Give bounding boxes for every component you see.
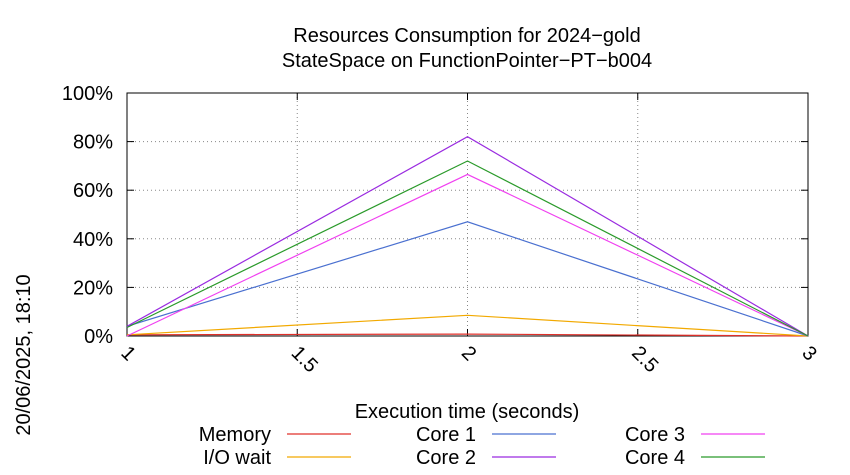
legend-label: Core 3 — [625, 424, 685, 446]
y-tick-label: 100% — [62, 83, 113, 105]
x-tick-label: 2.5 — [627, 342, 662, 377]
series-line-core-1 — [126, 221, 809, 337]
legend-label: Core 1 — [416, 424, 476, 446]
y-tick-label: 40% — [73, 229, 113, 251]
series-line-core-4 — [126, 160, 809, 337]
legend-label: I/O wait — [203, 447, 271, 469]
legend-label: Core 2 — [416, 447, 476, 469]
series-lines — [126, 136, 809, 337]
y-tick-label: 60% — [73, 180, 113, 202]
legend-label: Core 4 — [625, 447, 685, 469]
timestamp-label: 20/06/2025, 18:10 — [13, 274, 35, 435]
x-tick-label: 2 — [457, 342, 480, 365]
chart-title-line2: StateSpace on FunctionPointer−PT−b004 — [282, 50, 652, 72]
chart-title-line1: Resources Consumption for 2024−gold — [293, 25, 640, 47]
y-tick-label: 80% — [73, 132, 113, 154]
x-tick-label: 1 — [116, 342, 139, 365]
series-line-core-2 — [126, 136, 809, 337]
grid-lines — [127, 93, 808, 336]
legend-label: Memory — [199, 424, 271, 446]
series-line-memory — [126, 333, 809, 337]
series-line-core-3 — [126, 173, 809, 337]
y-tick-label: 0% — [84, 326, 113, 348]
y-axis: 0% 20% 40% 60% 80% 100% — [62, 83, 808, 348]
x-axis-label: Execution time (seconds) — [355, 401, 580, 423]
x-tick-label: 3 — [797, 342, 820, 365]
series-line-i-o-wait — [126, 314, 809, 337]
x-tick-label: 1.5 — [287, 342, 322, 377]
y-tick-label: 20% — [73, 277, 113, 299]
